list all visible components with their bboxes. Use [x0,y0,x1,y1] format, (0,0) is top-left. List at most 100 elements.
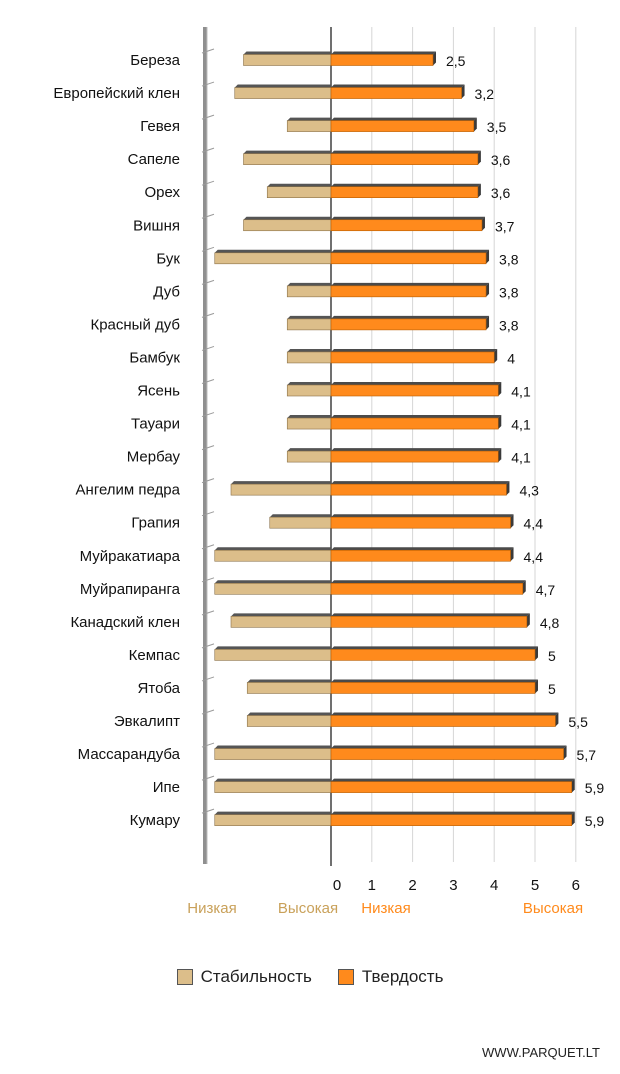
hardness-bar-top [331,613,530,617]
hardness-value-label: 4,4 [524,549,544,565]
hardness-bar-top [331,778,575,782]
stability-axis-tick [201,246,215,252]
stability-bar-top [214,745,331,749]
stability-axis-tick [201,808,215,814]
stability-high-label: Высокая [278,900,338,917]
category-label: Мербау [127,449,181,466]
stability-bar [230,483,332,496]
hardness-bar-side [486,315,490,330]
hardness-value-label: 4,8 [540,615,560,631]
stability-bar-top [214,580,331,584]
hardness-bar-top [331,382,502,385]
hardness-bar-side [522,580,526,595]
hardness-bar-top [331,117,477,121]
hardness-bar-side [433,51,436,66]
stability-bar-top [243,216,331,220]
stability-swatch [176,969,193,985]
stability-axis-tick [201,445,215,451]
hardness-bar [330,153,479,165]
stability-bar-top [247,679,331,683]
stability-bar [234,87,332,99]
hardness-value-label: 3,8 [499,251,519,267]
category-label: Бук [156,250,180,267]
hardness-bar [330,87,462,99]
hardness-value-label: 3,2 [475,86,495,102]
hardness-low-label: Низкая [361,900,410,917]
stability-bar [230,616,332,628]
hardness-stability-chart: Береза 2,5 Европейский клен 3,2 Гевея 3,5 Сапе… [53,27,605,917]
category-label: Муйрапиранга [80,581,181,598]
stability-bar-top [214,547,331,551]
hardness-bar-side [510,547,514,562]
hardness-value-label: 3,6 [491,185,511,201]
hardness-bar-top [331,679,538,683]
stability-bar-top [267,183,331,187]
stability-bar-top [287,348,331,352]
hardness-bar [330,516,511,529]
hardness-value-label: 4 [507,350,515,366]
stability-bar [243,153,332,165]
category-label: Ангелим педра [76,482,181,499]
hardness-value-label: 5,9 [585,780,605,796]
hardness-swatch [337,969,354,985]
stability-bar [286,351,332,364]
hardness-bar [330,351,495,364]
stability-bar-top [287,282,331,286]
legend-item-stability: Стабильность [176,967,312,987]
category-label: Вишня [133,217,180,234]
stability-axis-tick [201,312,215,318]
stability-axis-line [203,27,207,864]
category-label: Муйракатиара [80,548,181,565]
hardness-value-label: 3,7 [495,218,515,234]
stability-axis-tick [201,180,215,186]
stability-axis-tick [201,81,215,87]
hardness-bar [330,384,499,397]
hardness-bar-side [486,249,490,264]
category-label: Эвкалипт [114,713,180,730]
hardness-value-label: 4,4 [524,516,544,532]
hardness-bar-side [535,679,538,694]
stability-bar [286,450,332,463]
hardness-bar [330,318,487,331]
stability-axis-tick [201,676,215,682]
stability-bar-top [214,249,331,253]
hardness-bar [330,186,479,198]
hardness-bar [330,682,536,694]
category-label: Бамбук [129,349,180,366]
hardness-bar [330,781,573,793]
hardness-value-label: 3,5 [487,119,507,135]
stability-bar-top [287,448,331,452]
category-label: Массарандуба [78,746,181,763]
hardness-bar [330,120,475,132]
hardness-bar [330,616,528,628]
hardness-bar [330,814,573,826]
stability-bar-top [287,382,331,385]
hardness-value-label: 3,8 [499,284,519,300]
hardness-value-label: 2,5 [446,53,466,69]
stability-bar [214,748,332,760]
stability-axis-tick [201,279,215,285]
legend-item-hardness: Твердость [337,967,443,987]
stability-axis-tick [201,577,215,583]
stability-bar-top [287,315,331,319]
hardness-bar-top [331,448,502,452]
hardness-bar-top [331,547,514,551]
category-label: Кумару [130,812,181,829]
stability-axis-tick [201,775,215,781]
hardness-bar-top [331,646,538,650]
stability-axis-tick [201,114,215,120]
hardness-bar-side [535,646,538,661]
hardness-bar [330,417,499,430]
hardness-bar-top [331,315,490,319]
stability-axis-tick [201,412,215,418]
stability-bar-top [214,778,331,782]
stability-axis-tick [201,511,215,517]
stability-axis-tick [201,147,215,153]
hardness-value-label: 5,7 [577,747,597,763]
stability-bar [246,715,332,727]
hardness-bar-top [331,514,514,518]
hardness-bar-side [498,382,502,396]
hardness-bar-top [331,84,465,88]
stability-axis-tick [201,742,215,748]
category-label: Ипе [153,779,180,796]
